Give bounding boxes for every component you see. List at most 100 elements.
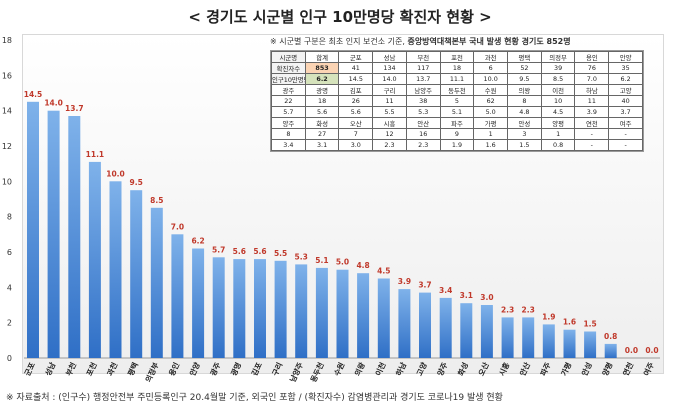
table-cell: 41: [338, 62, 374, 74]
table-cell: 9.5: [507, 73, 542, 85]
table-cell: 광명: [304, 84, 340, 96]
table-cell: 5.0: [473, 106, 509, 118]
y-tick-label: 6: [7, 248, 12, 257]
table-cell: 10.0: [473, 73, 509, 85]
bar-고양: [419, 292, 431, 358]
table-cell: 8: [507, 95, 542, 107]
summary-table: 시군명 합계 군포 성남 부천 포천 과천 평택 의정부 용인 안양 확진자수 853 41 134 117 1…: [271, 51, 643, 151]
x-tick-label-안산: 안산: [517, 361, 532, 378]
bar-용인: [171, 234, 184, 358]
table-cell: 8: [271, 128, 306, 140]
table-cell: 5.6: [338, 106, 374, 118]
table-cell: 5.1: [439, 106, 475, 118]
table-cell: 18: [304, 95, 340, 107]
table-cell: 3.0: [338, 139, 374, 151]
bar-포천: [88, 161, 101, 358]
table-note-prefix: ※ 시군별 구분은 최초 인지 보건소 기준,: [270, 37, 405, 46]
table-cell: 3.7: [608, 106, 643, 118]
data-label-안성: 1.5: [583, 320, 596, 329]
bar-부천: [68, 116, 81, 358]
bar-성남: [47, 110, 60, 358]
table-cell: 6.2: [608, 73, 643, 85]
table-cell: 오산: [338, 117, 374, 129]
x-tick-label-여주: 여주: [641, 361, 656, 378]
y-tick-label: 12: [2, 142, 12, 151]
bar-가평: [563, 329, 576, 358]
x-tick-label-양평: 양평: [600, 361, 615, 378]
y-tick-label: 8: [7, 213, 12, 222]
table-row: 3.4 3.1 3.0 2.3 2.3 1.9 1.6 1.5 0.8- -: [271, 139, 643, 151]
table-cell: 4.8: [507, 106, 542, 118]
table-cell: 5.3: [405, 106, 441, 118]
table-cell: 27: [304, 128, 340, 140]
table-cell: 7: [338, 128, 374, 140]
table-cell: 의왕: [507, 84, 542, 96]
table-cell: 양평: [540, 117, 576, 129]
table-cell: 26: [338, 95, 374, 107]
x-tick-label-군포: 군포: [23, 361, 37, 377]
data-label-광주: 5.7: [212, 245, 225, 254]
bar-의정부: [150, 207, 163, 358]
bar-오산: [480, 305, 493, 358]
data-label-과천: 10.0: [106, 169, 125, 178]
table-cell: 14.0: [372, 73, 407, 85]
table-cell: 안양: [608, 51, 643, 63]
table-cell: 과천: [473, 51, 509, 63]
table-cell: 39: [540, 62, 576, 74]
data-label-하남: 3.9: [398, 277, 411, 286]
x-tick-label-가평: 가평: [558, 361, 573, 378]
bar-광주: [212, 257, 225, 358]
table-row: 광주 광명 김포 구리 남양주 동두천 수원 의왕 이천 하남 고양: [271, 84, 643, 96]
x-tick-label-부천: 부천: [63, 361, 78, 378]
x-tick-label-안성: 안성: [579, 361, 594, 378]
bar-파주: [542, 324, 555, 358]
bar-안산: [522, 317, 535, 358]
x-tick-label-평택: 평택: [125, 361, 140, 378]
table-row: 확진자수 853 41 134 117 18 6 52 39 76 35: [271, 62, 643, 74]
table-cell: 3: [507, 128, 542, 140]
table-cell: 5.5: [372, 106, 407, 118]
table-cell: 853: [304, 62, 340, 74]
x-tick-label-과천: 과천: [104, 361, 119, 378]
table-cell: 52: [507, 62, 542, 74]
table-cell: 양주: [271, 117, 306, 129]
x-tick-label-광명: 광명: [228, 361, 243, 378]
bar-동두천: [315, 267, 328, 358]
bar-구리: [274, 260, 287, 358]
table-cell: 군포: [338, 51, 374, 63]
x-tick-label-동두천: 동두천: [308, 361, 326, 384]
table-cell: 9: [439, 128, 475, 140]
table-cell: 35: [608, 62, 643, 74]
x-tick-label-구리: 구리: [270, 361, 285, 378]
table-cell: 5: [439, 95, 475, 107]
table-cell: 하남: [574, 84, 610, 96]
bar-양주: [439, 297, 452, 358]
data-label-성남: 14.0: [44, 99, 63, 108]
table-cell: 62: [473, 95, 509, 107]
table-cell: 안성: [507, 117, 542, 129]
table-cell: -: [608, 139, 643, 151]
y-tick-label: 14: [2, 107, 12, 116]
bar-의왕: [357, 273, 370, 358]
table-cell: 22: [271, 95, 306, 107]
data-label-양주: 3.4: [439, 286, 452, 295]
data-label-안산: 2.3: [522, 305, 535, 314]
table-cell: 용인: [574, 51, 610, 63]
table-row: 양주 화성 오산 시흥 안산 파주 가평 안성 양평 연천 여주: [271, 117, 643, 129]
data-label-양평: 0.8: [604, 332, 617, 341]
table-cell: -: [574, 139, 610, 151]
data-label-여주: 0.0: [645, 346, 658, 355]
data-label-군포: 14.5: [24, 90, 43, 99]
table-cell: 연천: [574, 117, 610, 129]
table-cell: 11.1: [439, 73, 475, 85]
data-label-가평: 1.6: [563, 318, 576, 327]
table-cell: 성남: [372, 51, 407, 63]
table-cell: 구리: [372, 84, 407, 96]
x-tick-label-파주: 파주: [538, 361, 553, 378]
bar-군포: [27, 101, 39, 359]
table-cell: 14.5: [338, 73, 374, 85]
x-tick-label-양주: 양주: [435, 361, 450, 378]
table-cell: 8.5: [540, 73, 576, 85]
